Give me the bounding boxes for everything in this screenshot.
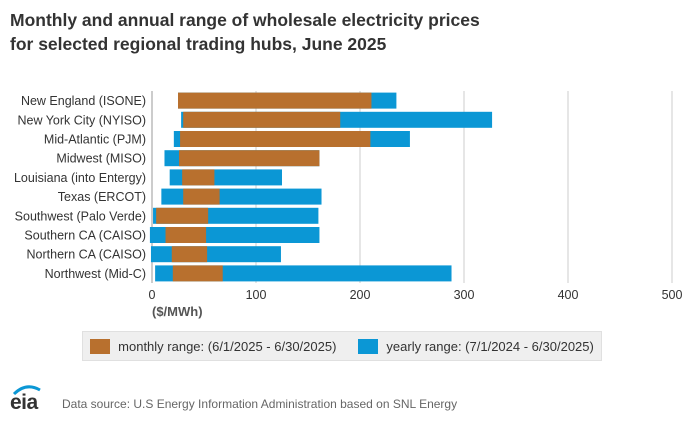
legend-item-yearly: yearly range: (7/1/2024 - 6/30/2025) bbox=[358, 338, 594, 354]
eia-logo-text: eia bbox=[10, 391, 38, 414]
chart-legend: monthly range: (6/1/2025 - 6/30/2025) ye… bbox=[82, 331, 602, 361]
category-label: Northern CA (CAISO) bbox=[27, 248, 146, 262]
chart-title-line-2: for selected regional trading hubs, June… bbox=[10, 34, 387, 54]
monthly-range-bar bbox=[179, 150, 320, 167]
monthly-range-bar bbox=[171, 246, 208, 263]
monthly-range-bar bbox=[180, 131, 371, 147]
legend-label-monthly: monthly range: (6/1/2025 - 6/30/2025) bbox=[118, 338, 337, 354]
category-label: Mid-Atlantic (PJM) bbox=[44, 133, 146, 147]
category-label: Southwest (Palo Verde) bbox=[15, 209, 146, 223]
x-tick-label-500: 500 bbox=[662, 288, 683, 302]
legend-label-yearly: yearly range: (7/1/2024 - 6/30/2025) bbox=[386, 338, 594, 354]
category-label: Midwest (MISO) bbox=[56, 152, 146, 166]
eia-logo: eia bbox=[10, 384, 54, 414]
category-label: Louisiana (into Entergy) bbox=[14, 171, 146, 185]
category-labels: New England (ISONE) New York City (NYISO)… bbox=[14, 94, 146, 281]
legend-swatch-monthly bbox=[90, 338, 111, 354]
chart-title: Monthly and annual range of wholesale el… bbox=[10, 8, 670, 56]
monthly-range-bar bbox=[182, 169, 215, 186]
category-label: New York City (NYISO) bbox=[17, 113, 146, 127]
monthly-range-bar bbox=[156, 207, 209, 224]
footer: eia bbox=[10, 384, 54, 414]
monthly-range-bar bbox=[183, 188, 220, 205]
category-label: Northwest (Mid-C) bbox=[45, 267, 146, 281]
chart-title-line-1: Monthly and annual range of wholesale el… bbox=[10, 10, 480, 30]
monthly-range-bar bbox=[165, 227, 207, 243]
yearly-range-bar bbox=[150, 246, 281, 263]
eia-logo-arc-icon bbox=[12, 385, 41, 396]
monthly-range-bar bbox=[183, 111, 341, 128]
category-label: New England (ISONE) bbox=[21, 94, 146, 108]
x-tick-label-100: 100 bbox=[246, 288, 267, 302]
monthly-range-bar bbox=[172, 265, 223, 282]
yearly-range-bar bbox=[155, 265, 452, 282]
x-tick-label-400: 400 bbox=[558, 288, 579, 302]
monthly-range-bar bbox=[178, 92, 372, 109]
x-tick-label-300: 300 bbox=[454, 288, 475, 302]
data-source-note: Data source: U.S Energy Information Admi… bbox=[62, 397, 458, 411]
x-tick-label-0: 0 bbox=[149, 288, 156, 302]
legend-swatch-yearly bbox=[358, 338, 379, 354]
category-label: Southern CA (CAISO) bbox=[24, 229, 146, 243]
category-label: Texas (ERCOT) bbox=[58, 190, 146, 204]
x-tick-label-200: 200 bbox=[350, 288, 371, 302]
x-tick-labels: 0 100 200 300 400 500 bbox=[149, 288, 683, 302]
monthly-range-bars bbox=[156, 92, 372, 282]
legend-item-monthly: monthly range: (6/1/2025 - 6/30/2025) bbox=[90, 338, 337, 354]
x-axis-label: ($/MWh) bbox=[152, 304, 203, 319]
